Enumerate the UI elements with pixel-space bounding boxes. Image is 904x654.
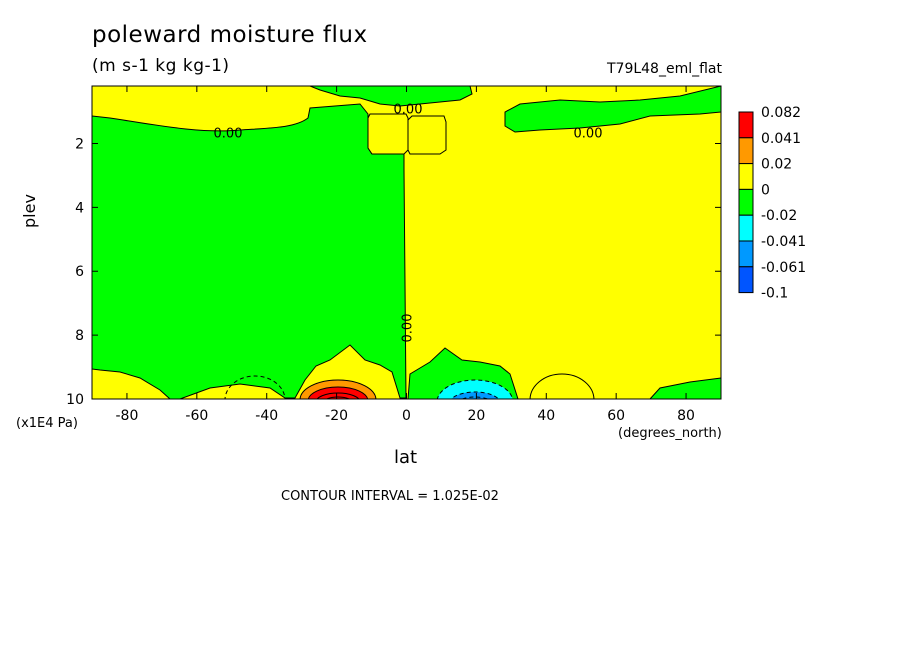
colorbar: 0.082 0.041 0.02 0 -0.02 -0.041 -0.061 -0.1	[738, 105, 806, 302]
contour-line-nh-weak	[529, 373, 595, 399]
x-tick-label: -20	[325, 408, 348, 424]
contour-label: 0.00	[214, 127, 243, 142]
colorbar-swatch	[738, 111, 754, 139]
region-positive-inner	[367, 113, 409, 155]
colorbar-swatch	[738, 214, 754, 242]
contour-line-red	[316, 392, 360, 399]
region-negative-top	[309, 86, 473, 107]
y-axis-label: plev	[20, 194, 39, 228]
colorbar-swatch	[738, 240, 754, 268]
x-axis: -80 -60 -40 -20 0 20 40 60 80	[116, 86, 695, 424]
colorbar-label: -0.041	[761, 234, 806, 250]
x-axis-units: (degrees_north)	[618, 426, 722, 441]
y-axis-units: (x1E4 Pa)	[16, 416, 78, 431]
plot-area	[92, 86, 721, 399]
x-tick-label: -40	[255, 408, 278, 424]
x-tick-label: 20	[467, 408, 485, 424]
chart-title: poleward moisture flux	[92, 22, 368, 48]
x-tick-label: 60	[607, 408, 625, 424]
colorbar-swatch	[738, 163, 754, 190]
y-axis: 2 4 6 8 10	[66, 136, 721, 408]
colorbar-label: -0.061	[761, 260, 806, 276]
y-tick-label: 4	[75, 200, 84, 216]
region-min-negative-core	[450, 391, 500, 399]
colorbar-label: 0.02	[761, 157, 792, 173]
region-min-negative	[436, 379, 514, 399]
colorbar-label: 0	[761, 182, 770, 198]
y-tick-label: 10	[66, 392, 84, 408]
colorbar-label: 0.082	[761, 105, 801, 121]
contour-label: 0.00	[401, 314, 416, 343]
contour-interval-note: CONTOUR INTERVAL = 1.025E-02	[281, 489, 499, 504]
region-negative-north-far	[649, 377, 721, 399]
x-tick-label: 80	[677, 408, 695, 424]
region-negative-top-right	[504, 86, 721, 133]
contour-line-sh-weak	[224, 375, 286, 399]
contour-line-red-inner	[325, 396, 351, 399]
x-tick-label: -60	[185, 408, 208, 424]
colorbar-swatch	[738, 266, 754, 294]
run-label: T79L48_eml_flat	[606, 61, 722, 77]
chart-subtitle: (m s-1 kg kg-1)	[92, 56, 230, 76]
x-tick-label: 0	[402, 408, 411, 424]
x-axis-label: lat	[394, 447, 418, 468]
colorbar-label: -0.02	[761, 208, 797, 224]
colorbar-label: 0.041	[761, 131, 801, 147]
colorbar-swatch	[738, 137, 754, 165]
region-positive-inner-right	[407, 115, 447, 155]
y-tick-label: 8	[75, 328, 84, 344]
colorbar-label: -0.1	[761, 286, 788, 302]
x-tick-label: 40	[537, 408, 555, 424]
colorbar-swatch	[738, 188, 754, 216]
region-negative-south	[92, 103, 407, 399]
x-tick-label: -80	[116, 408, 139, 424]
contour-label: 0.00	[394, 103, 423, 118]
y-tick-label: 2	[75, 136, 84, 152]
contour-label: 0.00	[574, 127, 603, 142]
y-tick-label: 6	[75, 264, 84, 280]
contour-labels: 0.00 0.00 0.00 0.00	[214, 103, 603, 343]
